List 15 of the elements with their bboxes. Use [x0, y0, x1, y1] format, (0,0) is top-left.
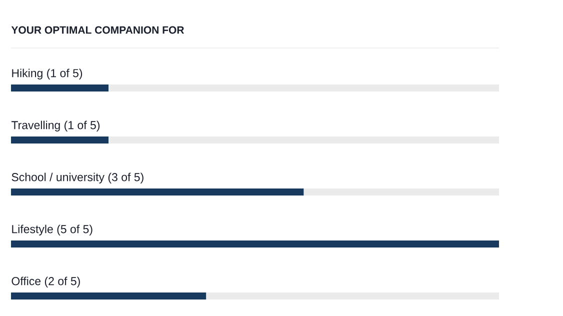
bar [108, 84, 499, 92]
y-tick-label: Office (2 of 5) [12, 276, 80, 288]
bar [11, 292, 206, 300]
bar [206, 292, 499, 300]
bar [304, 188, 499, 196]
chart-title: YOUR OPTIMAL COMPANION FOR [11, 26, 184, 34]
y-tick-label: Lifestyle (5 of 5) [12, 224, 92, 236]
bar [108, 136, 499, 144]
y-tick-label: School / university (3 of 5) [12, 172, 144, 184]
bar [11, 136, 109, 144]
y-tick-label: Hiking (1 of 5) [12, 68, 82, 80]
bar [11, 84, 109, 92]
bar [11, 188, 304, 196]
bar [11, 240, 499, 248]
y-tick-label: Travelling (1 of 5) [11, 120, 100, 132]
